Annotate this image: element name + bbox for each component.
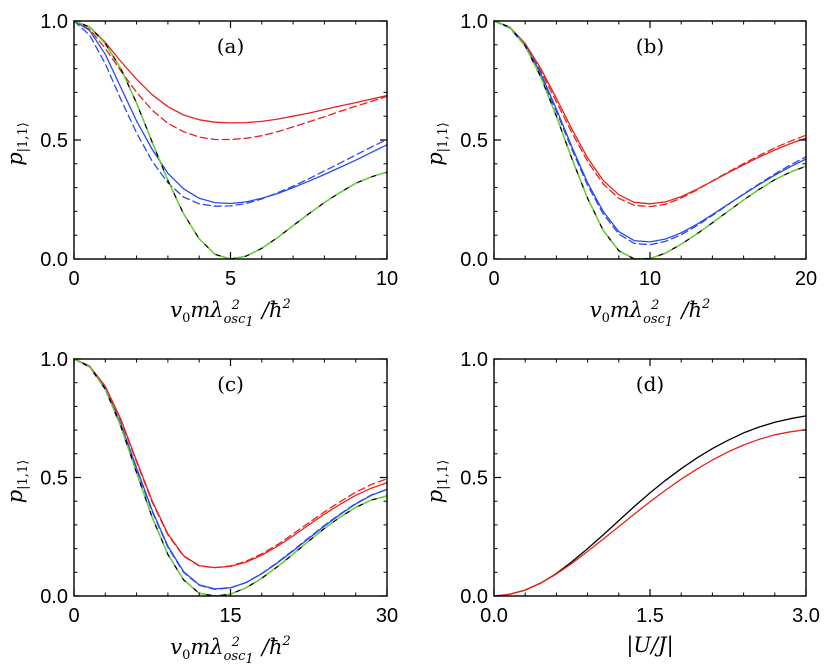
y-tick-label: 0.5 — [40, 130, 68, 152]
chart-panel-d: 0.0 1.5 3.0 0.0 0.5 1.0 (d) p|1,1⟩ |U/J| — [423, 349, 820, 658]
x-tick-label: 0 — [68, 268, 79, 290]
y-axis-label: p|1,1⟩ — [3, 122, 31, 166]
series-line-red-solid — [493, 20, 807, 205]
x-tick-label: 0 — [68, 605, 79, 627]
series-line-red-dashed — [493, 20, 807, 208]
panel-label: (d) — [636, 372, 664, 396]
y-axis-label: p|1,1⟩ — [423, 460, 451, 504]
x-axis-label: v0mλosc12/ħ2 — [170, 634, 291, 667]
x-tick-label: 30 — [376, 605, 398, 627]
panel-label: (a) — [217, 34, 245, 58]
series-line-red-dashed — [73, 20, 388, 141]
y-tick-label: 1.0 — [40, 11, 68, 33]
series-line-blue-dashed — [73, 20, 388, 207]
y-tick-label: 0.0 — [40, 586, 68, 608]
series-line-blue-dashed — [493, 20, 807, 246]
y-tick-label: 0.5 — [460, 468, 488, 490]
x-tick-label: 15 — [219, 605, 241, 627]
chart-panel-a: 0 5 10 0.0 0.5 1.0 (a) p|1,1⟩ v0mλosc12/ħ2 — [3, 11, 398, 330]
series-line-blue-solid — [493, 20, 807, 243]
y-tick-label: 1.0 — [460, 349, 488, 371]
chart-panel-c: 0 15 30 0.0 0.5 1.0 (c) p|1,1⟩ v0mλosc12/ħ2 — [3, 349, 398, 667]
x-tick-label: 0 — [488, 268, 499, 290]
x-tick-label: 10 — [639, 268, 661, 290]
series-line-blue-solid — [73, 20, 388, 205]
x-tick-label: 5 — [225, 268, 236, 290]
series-line-red-solid — [493, 428, 807, 597]
series-line-red-solid — [73, 20, 388, 124]
y-tick-label: 1.0 — [460, 11, 488, 33]
x-axis-label: |U/J| — [626, 633, 673, 658]
x-tick-label: 0.0 — [480, 605, 508, 627]
series-line-black-solid — [493, 415, 807, 597]
panel-label: (b) — [636, 34, 664, 58]
x-axis-label: v0mλosc12/ħ2 — [170, 297, 291, 330]
chart-panel-b: 0 10 20 0.0 0.5 1.0 (b) p|1,1⟩ v0mλosc12/ħ2 — [423, 11, 817, 330]
y-tick-label: 0.0 — [40, 249, 68, 271]
y-tick-label: 0.5 — [40, 468, 68, 490]
series-line-green-dashed — [73, 20, 388, 260]
y-tick-label: 0.5 — [460, 130, 488, 152]
x-tick-label: 1.5 — [636, 605, 664, 627]
panel-label: (c) — [217, 372, 244, 396]
x-tick-label: 3.0 — [792, 605, 820, 627]
x-tick-label: 20 — [795, 268, 817, 290]
series-line-red-dashed — [73, 358, 388, 569]
y-tick-label: 1.0 — [40, 349, 68, 371]
y-tick-label: 0.0 — [460, 586, 488, 608]
y-axis-label: p|1,1⟩ — [3, 460, 31, 504]
y-tick-label: 0.0 — [460, 249, 488, 271]
x-tick-label: 10 — [376, 268, 398, 290]
y-axis-label: p|1,1⟩ — [423, 122, 451, 166]
x-axis-label: v0mλosc12/ħ2 — [590, 297, 711, 330]
